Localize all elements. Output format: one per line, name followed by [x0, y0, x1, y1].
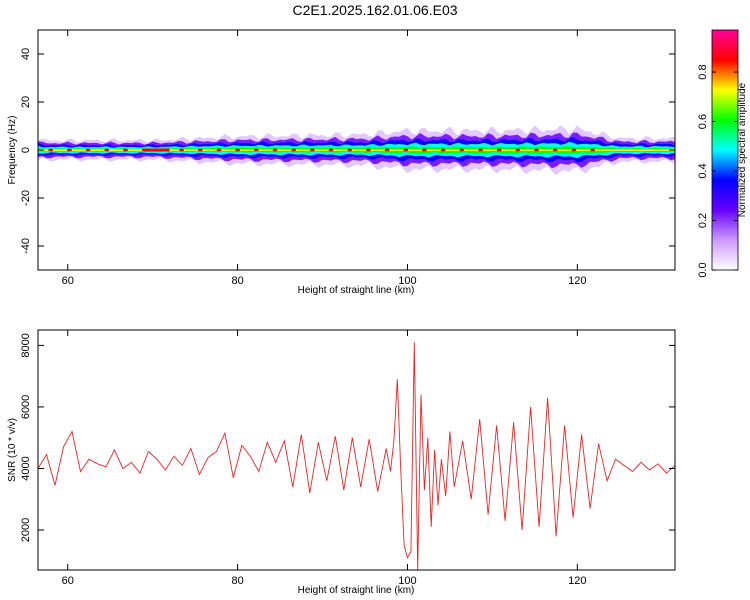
colorbar-label: Normalized spectral amplitude	[737, 82, 748, 217]
spectral-peak	[272, 148, 278, 152]
colorbar-gradient	[711, 29, 739, 271]
snr-plot-area	[38, 330, 675, 570]
snr-y-ticks: 8000 6000 4000 2000	[20, 333, 675, 542]
snr-y-axis-label: SNR (10 * v/v)	[7, 418, 18, 482]
snr-series-line	[37, 342, 676, 571]
colorbar-tick-label: 0.0	[697, 262, 709, 277]
spectrogram-y-tick-label: 40	[20, 48, 32, 60]
spectrogram-x-tick-label: 80	[231, 275, 243, 287]
spectral-peak	[552, 148, 558, 152]
spectral-peak	[515, 148, 521, 152]
spectral-peak	[496, 148, 502, 152]
spectral-peak	[122, 148, 128, 152]
spectral-peak	[590, 148, 596, 152]
spectral-peak	[459, 148, 465, 152]
snr-x-axis-label: Height of straight line (km)	[298, 585, 415, 596]
spectral-peak	[66, 148, 72, 152]
spectrogram-y-axis-label: Frequency (Hz)	[7, 116, 18, 185]
colorbar: 0.0 0.2 0.4 0.6 0.8 Normalized spectral ampl…	[697, 29, 748, 278]
spectrogram-x-tick-label: 60	[62, 275, 74, 287]
spectral-peak	[309, 148, 315, 152]
colorbar-tick-label: 0.6	[697, 114, 709, 129]
spectrogram-y-ticks: 40 20 0 -20 -40	[20, 48, 675, 254]
spectral-peak	[216, 148, 222, 152]
spectral-peak	[571, 148, 577, 152]
spectrogram-x-ticks: 60 80 100 120	[62, 30, 587, 287]
snr-x-tick-label: 60	[62, 575, 74, 587]
spectrogram-y-tick-label: 0	[20, 147, 32, 153]
snr-x-tick-label: 80	[231, 575, 243, 587]
colorbar-tick-label: 0.8	[697, 64, 709, 79]
spectrogram-x-axis-label: Height of straight line (km)	[298, 285, 415, 296]
spectral-peak	[384, 148, 390, 152]
spectral-band	[38, 125, 675, 176]
spectral-peak	[197, 148, 203, 152]
spectrogram-y-tick-label: -20	[20, 190, 32, 206]
spectral-peak-segment	[144, 148, 170, 152]
spectral-peak	[534, 148, 540, 152]
spectral-peak	[85, 148, 91, 152]
spectral-peak	[104, 148, 110, 152]
spectral-peak	[48, 148, 54, 152]
snr-y-tick-label: 2000	[20, 518, 32, 542]
spectral-peak	[253, 148, 259, 152]
colorbar-tick-label: 0.4	[697, 163, 709, 178]
snr-y-tick-label: 8000	[20, 333, 32, 357]
snr-frame	[37, 329, 676, 571]
spectral-peak	[235, 148, 241, 152]
snr-x-tick-label: 100	[398, 575, 416, 587]
snr-panel: 60 80 100 120 8000 6000 4000 2000 Height of st…	[7, 329, 676, 596]
spectral-peak	[478, 148, 484, 152]
spectral-peak	[403, 148, 409, 152]
snr-x-tick-label: 120	[568, 575, 586, 587]
spectral-peak	[328, 148, 334, 152]
spectral-peak	[179, 148, 185, 152]
spectrogram-x-tick-label: 120	[568, 275, 586, 287]
spectral-peak	[440, 148, 446, 152]
figure-title: C2E1.2025.162.01.06.E03	[292, 2, 457, 18]
spectral-peak	[421, 148, 427, 152]
spectrogram-panel: 60 80 100 120 40 20 0 -20 -40 Height of straigh…	[7, 29, 676, 296]
colorbar-ticks: 0.0 0.2 0.4 0.6 0.8	[697, 64, 738, 278]
spectral-peak	[347, 148, 353, 152]
spectral-peak	[365, 148, 371, 152]
spectrogram-x-tick-label: 100	[398, 275, 416, 287]
colorbar-tick-label: 0.2	[697, 213, 709, 228]
spectrogram-y-tick-label: 20	[20, 96, 32, 108]
spectral-peak	[291, 148, 297, 152]
snr-y-tick-label: 4000	[20, 456, 32, 480]
spectrogram-y-tick-label: -40	[20, 238, 32, 254]
snr-y-tick-label: 6000	[20, 395, 32, 419]
snr-x-ticks: 60 80 100 120	[62, 330, 587, 587]
